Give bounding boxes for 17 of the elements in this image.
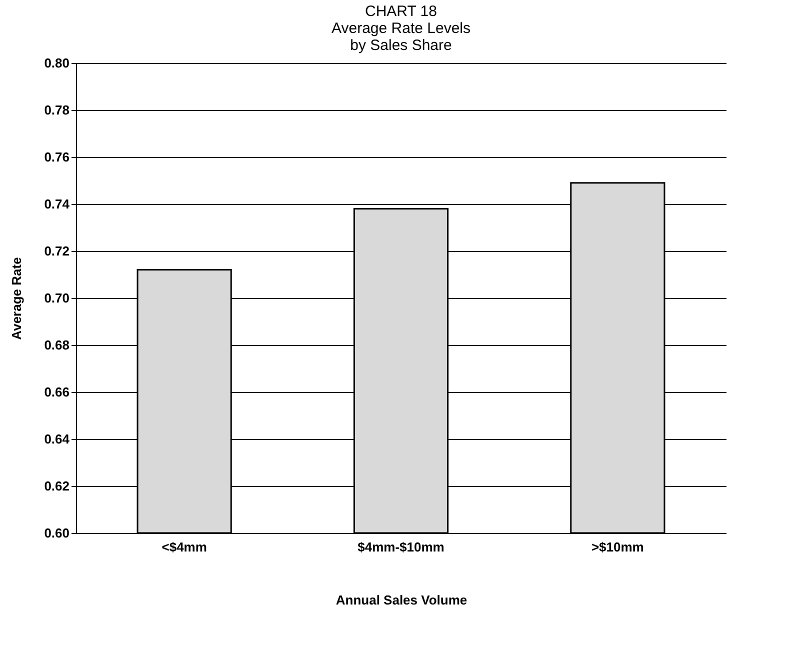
y-tick-label: 0.80 [44,56,70,70]
y-tick-label: 0.64 [44,432,70,446]
y-tick-label: 0.72 [44,244,70,258]
y-tick-label: 0.68 [44,338,70,352]
x-tick-label: >$10mm [591,540,644,554]
y-tick-label: 0.76 [44,150,70,164]
y-tick-label: 0.60 [44,526,70,540]
y-tick-label: 0.62 [44,478,70,494]
y-tick-label: 0.70 [44,290,70,306]
y-tick-label: 0.74 [44,196,70,212]
y-axis-title: Average Rate [9,257,24,340]
y-tick-label: 0.78 [44,102,70,118]
x-tick-label: $4mm-$10mm [358,540,444,554]
y-tick-label: 0.66 [44,384,70,400]
x-tick-label: <$4mm [162,540,207,554]
chart-title: CHART 18 Average Rate Levels by Sales Share [332,3,470,54]
x-axis-title: Annual Sales Volume [336,592,468,608]
